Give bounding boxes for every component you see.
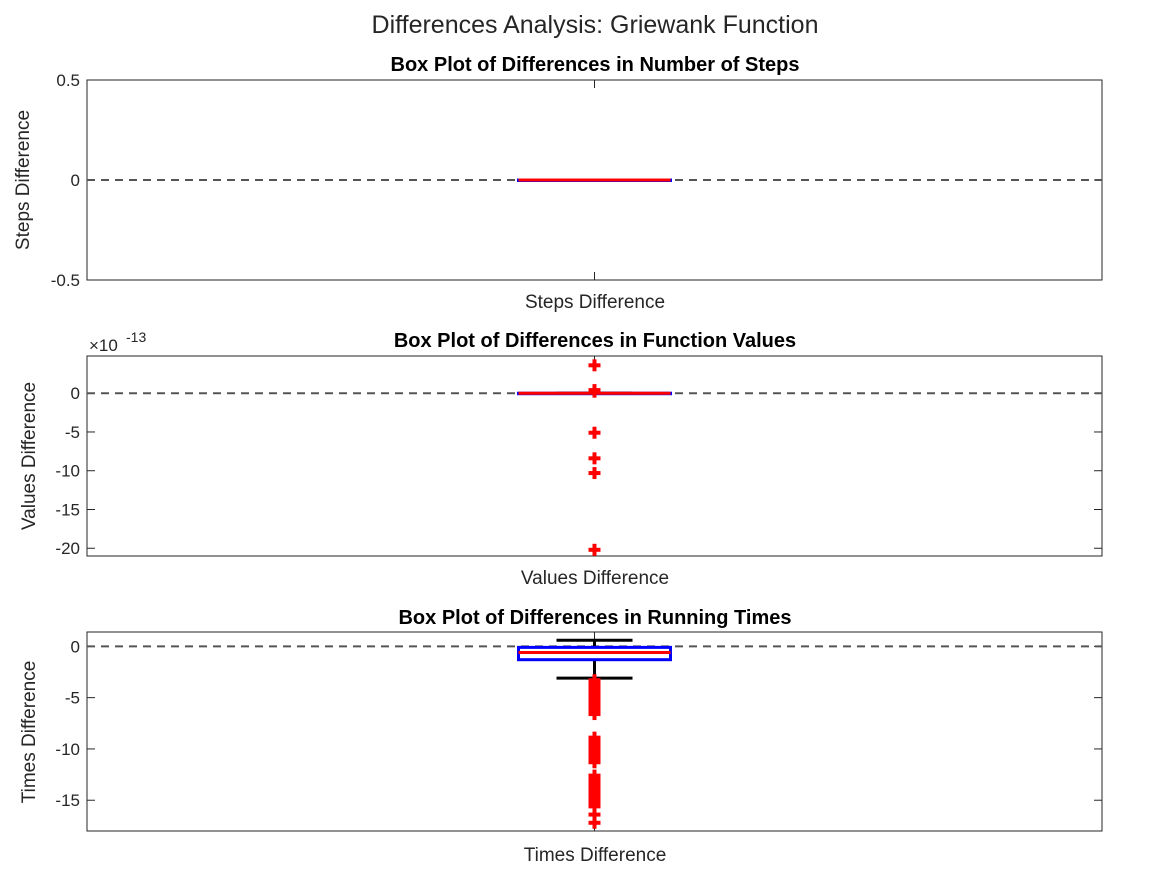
- box-plot: [87, 178, 1102, 182]
- box-plot: [87, 359, 1102, 556]
- x-axis-label: Times Difference: [524, 845, 667, 866]
- outlier-marker: [588, 816, 601, 829]
- times-sign: ×10: [89, 336, 118, 355]
- y-tick-label: -0.5: [51, 271, 80, 290]
- panel-times: Box Plot of Differences in Running Times…: [19, 607, 1103, 866]
- y-axis-label: Values Difference: [19, 382, 40, 530]
- box-plot: [87, 638, 1102, 829]
- panel-title: Box Plot of Differences in Running Times: [398, 607, 791, 629]
- x-axis-label: Values Difference: [521, 568, 669, 589]
- outlier-marker: [588, 452, 601, 465]
- exponent-multiplier: ×10 -13: [89, 329, 146, 355]
- y-tick-label: 0: [71, 384, 80, 403]
- y-axis-label: Times Difference: [19, 661, 40, 804]
- y-tick-label: -20: [55, 539, 80, 558]
- outlier-marker: [588, 467, 601, 480]
- y-tick-label: -5: [65, 689, 80, 708]
- panel-values: Box Plot of Differences in Function Valu…: [19, 329, 1103, 589]
- y-ticks: -20 -15 -10 -5 0: [55, 356, 1102, 558]
- y-tick-label: 0.5: [56, 71, 80, 90]
- y-ticks: -15 -10 -5 0: [55, 632, 1102, 831]
- outlier-marker: [588, 543, 601, 556]
- y-tick-label: -15: [55, 500, 80, 519]
- y-tick-label: -10: [55, 462, 80, 481]
- x-axis-label: Steps Difference: [525, 292, 665, 313]
- y-tick-label: -10: [55, 740, 80, 759]
- figure-title: Differences Analysis: Griewank Function: [372, 11, 819, 39]
- y-tick-label: 0: [71, 171, 80, 190]
- panel-steps: Box Plot of Differences in Number of Ste…: [13, 54, 1103, 313]
- outlier-marker: [588, 385, 601, 398]
- y-axis-label: Steps Difference: [13, 110, 34, 250]
- outlier-marker: [588, 359, 601, 372]
- y-tick-label: -5: [65, 423, 80, 442]
- panel-title: Box Plot of Differences in Function Valu…: [394, 330, 796, 352]
- outlier-marker: [588, 756, 601, 769]
- outlier-marker: [588, 426, 601, 439]
- outlier-marker: [588, 708, 601, 721]
- y-tick-label: -15: [55, 791, 80, 810]
- y-tick-label: 0: [71, 637, 80, 656]
- panel-title: Box Plot of Differences in Number of Ste…: [391, 54, 800, 76]
- y-ticks: -0.5 0 0.5: [51, 71, 1102, 290]
- exponent-label: -13: [126, 329, 146, 345]
